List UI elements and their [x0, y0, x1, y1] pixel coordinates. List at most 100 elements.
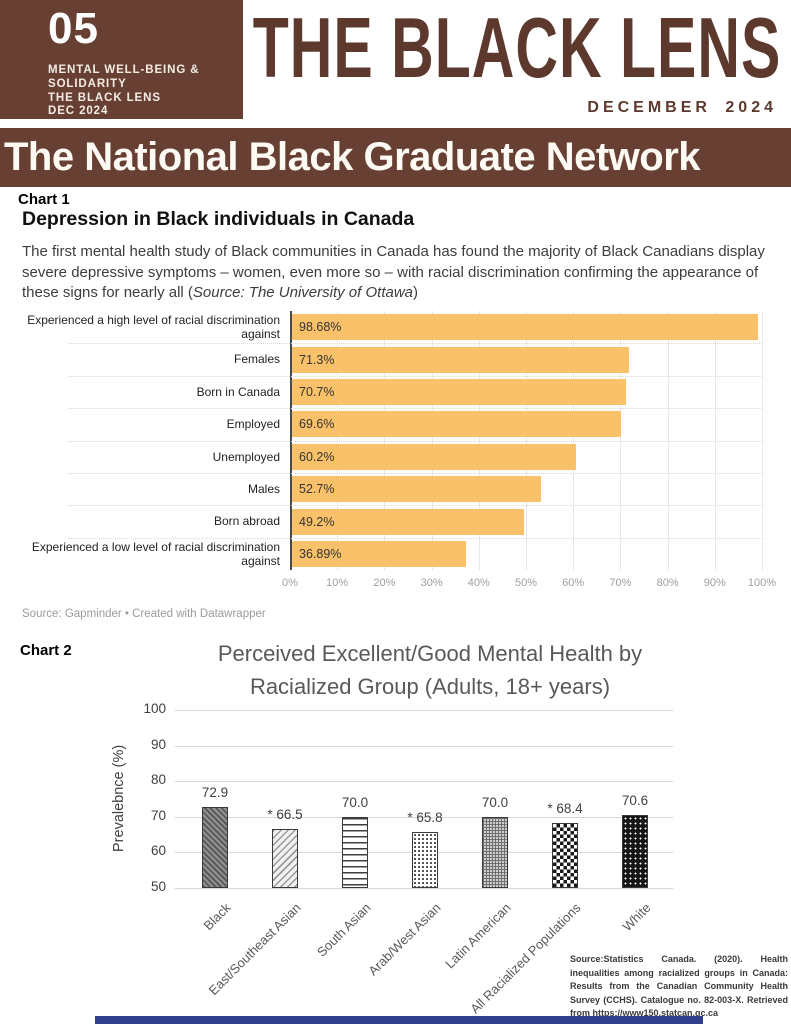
chart1-row-separator	[68, 505, 762, 507]
chart1-bar	[292, 314, 758, 341]
chart1-row-separator	[68, 375, 762, 377]
newsletter-title: THE BLACK LENS	[252, 0, 782, 96]
chart1-row-separator	[68, 408, 762, 410]
chart2-category-label: South Asian	[313, 900, 374, 960]
chart1-category-label: Experienced a low level of racial discri…	[31, 539, 280, 568]
chart1-category-label: Experienced a high level of racial discr…	[27, 312, 280, 342]
chart1-category-label: Born in Canada	[196, 384, 280, 399]
chart1-gridline	[762, 311, 763, 571]
chart1-bar	[292, 541, 467, 567]
chart2-bar	[622, 814, 648, 888]
chart2-bar	[272, 829, 298, 888]
chart1-row-separator	[68, 473, 762, 474]
chart2-gridline	[175, 816, 673, 818]
chart2-y-tick: 60	[150, 843, 166, 859]
chart1-x-tick: 0%	[282, 577, 298, 590]
issue-info-line: DEC 2024	[48, 105, 109, 118]
chart1-x-tick: 50%	[514, 577, 538, 590]
chart1-category-label: Males	[247, 482, 280, 496]
issue-info-line: THE BLACK LENS	[48, 91, 161, 104]
chart1-row-separator	[68, 440, 762, 442]
chart1-description-close: )	[413, 284, 419, 302]
chart1-value-label: 52.7%	[299, 482, 335, 497]
chart2-title-line1: Perceived Excellent/Good Mental Health b…	[217, 641, 643, 666]
chart1-description: The first mental health study of Black c…	[22, 242, 772, 304]
chart2-category-label: Latin American	[442, 900, 514, 972]
chart1-category-label: Unemployed	[212, 449, 280, 464]
banner: The National Black Graduate Network	[0, 128, 791, 187]
chart2-gridline	[175, 852, 673, 854]
chart1-bar	[292, 346, 629, 373]
chart2-bar	[482, 816, 508, 888]
chart2-value-label: * 68.4	[547, 800, 583, 816]
chart2-category-label: Black	[200, 900, 234, 934]
chart2-bar	[552, 822, 578, 888]
chart1-x-tick: 70%	[609, 577, 632, 590]
chart1-title: Depression in Black individuals in Canad…	[22, 208, 415, 230]
chart1-category-label: Females	[233, 352, 280, 367]
chart2-y-tick: 80	[150, 772, 166, 788]
newsletter-date: DECEMBER 2024	[587, 99, 777, 116]
chart1-row-separator	[68, 537, 762, 539]
chart1-x-tick: 30%	[420, 577, 443, 590]
chart2-bar	[342, 816, 368, 888]
chart2-category-label: All Racialized Populations	[467, 900, 584, 1017]
chart1-value-label: 69.6%	[299, 417, 335, 432]
chart2-value-label: 72.9	[201, 784, 229, 800]
chart2-gridline	[175, 888, 673, 889]
chart1-category-label: Employed	[226, 417, 280, 432]
chart2-value-label: * 66.5	[267, 807, 303, 823]
chart1-bar	[292, 411, 621, 438]
chart2-value-label: 70.0	[481, 794, 509, 810]
chart1-x-tick: 10%	[326, 577, 349, 590]
chart1-source: Source: Gapminder • Created with Datawra…	[22, 608, 266, 620]
banner-title: The National Black Graduate Network	[4, 135, 701, 179]
issue-info: MENTAL WELL-BEING & SOLIDARITY THE BLACK…	[48, 64, 199, 119]
chart1-x-tick: 100%	[747, 577, 777, 590]
masthead-issue-box: 05 MENTAL WELL-BEING & SOLIDARITY THE BL…	[0, 0, 243, 119]
chart2-category-label: Arab/West Asian	[365, 900, 444, 979]
chart1-bar	[292, 443, 577, 470]
issue-info-line: MENTAL WELL-BEING &	[48, 64, 200, 76]
chart2-y-axis-label: Prevalebnce (%)	[111, 744, 127, 852]
chart2-title: Perceived Excellent/Good Mental Health b…	[120, 637, 740, 703]
chart2-value-label: 70.6	[621, 792, 649, 808]
chart1-value-label: 71.3%	[299, 352, 335, 367]
chart2-category-label: East/Southeast Asian	[205, 900, 304, 999]
chart1-value-label: 36.89%	[299, 547, 342, 561]
chart2-y-tick: 90	[150, 736, 166, 752]
chart1-bar	[292, 476, 541, 503]
chart1-bar	[292, 508, 525, 535]
chart2-gridline	[175, 781, 673, 783]
chart1-value-label: 70.7%	[299, 385, 335, 399]
chart2-gridline	[175, 745, 673, 747]
chart2-bar	[412, 831, 438, 888]
chart1-value-label: 49.2%	[299, 514, 335, 529]
chart2-y-tick: 100	[143, 701, 166, 716]
chart2-value-label: * 65.8	[407, 809, 443, 825]
issue-info-line: SOLIDARITY	[48, 77, 127, 90]
chart2-bar	[202, 806, 228, 888]
chart1-label: Chart 1	[18, 191, 70, 208]
chart1-x-tick: 60%	[562, 577, 585, 590]
chart1-value-label: 98.68%	[299, 320, 342, 335]
chart1-x-tick: 20%	[373, 577, 396, 590]
chart1-row-separator	[68, 343, 762, 345]
chart2-source: Source:Statistics Canada. (2020). Health…	[570, 954, 788, 1018]
chart1-description-source: Source: The University of Ottawa	[192, 284, 414, 302]
chart2-label: Chart 2	[20, 642, 72, 659]
chart1-description-text: The first mental health study of Black c…	[22, 243, 765, 302]
issue-number: 05	[48, 4, 99, 53]
chart1-value-label: 60.2%	[299, 449, 335, 464]
chart1-x-tick: 90%	[703, 577, 726, 590]
chart2-value-label: 70.0	[341, 794, 369, 810]
chart2-title-line2: Racialized Group (Adults, 18+ years)	[249, 674, 611, 699]
footer-accent-bar	[95, 1016, 703, 1024]
chart1-bar	[292, 379, 626, 405]
chart2-y-tick: 70	[150, 807, 166, 823]
chart2-gridline	[175, 710, 673, 711]
chart2-y-tick: 50	[150, 879, 166, 894]
chart1-category-label: Born abroad	[213, 514, 280, 529]
chart1-canvas: Experienced a high level of racial discr…	[0, 311, 791, 601]
